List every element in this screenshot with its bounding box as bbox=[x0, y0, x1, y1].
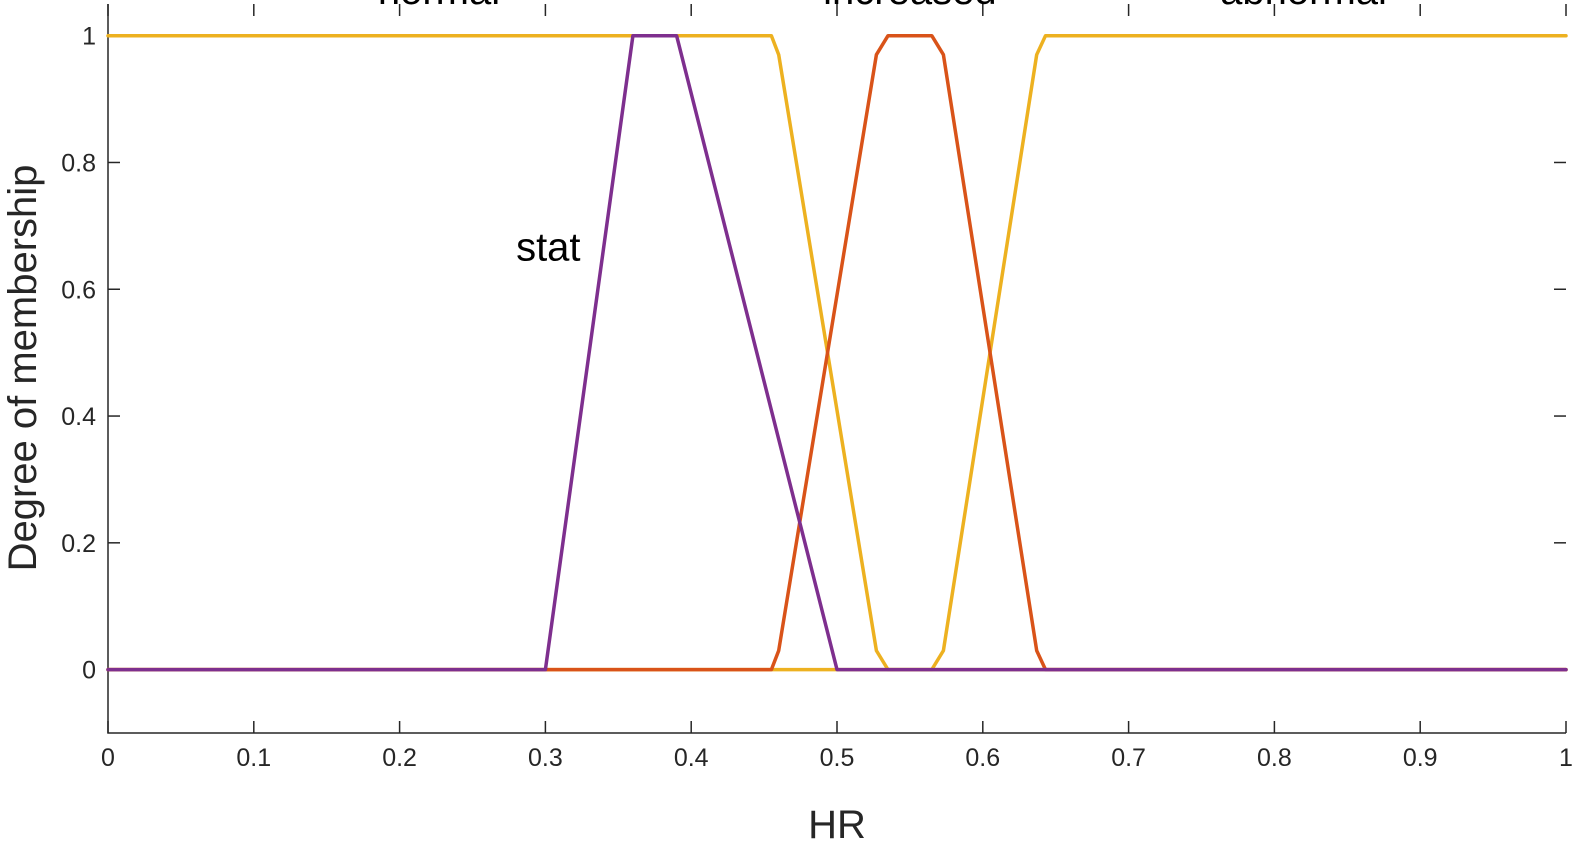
x-tick-label: 0.8 bbox=[1257, 744, 1292, 772]
series-line-normal bbox=[106, 33, 1568, 672]
x-tick-label: 0.4 bbox=[674, 744, 709, 772]
series-label-increased: increased bbox=[823, 0, 996, 13]
x-tick-label: 0.9 bbox=[1403, 744, 1438, 772]
series-curves bbox=[106, 33, 1568, 672]
series-line-increased bbox=[106, 33, 1568, 672]
x-tick-label: 0.6 bbox=[965, 744, 1000, 772]
x-tick-label: 0.5 bbox=[820, 744, 855, 772]
x-tick-label: 1 bbox=[1559, 744, 1573, 772]
series-line-abnormal bbox=[106, 33, 1568, 672]
series-label-stat: stat bbox=[516, 226, 580, 270]
series-label-abnormal: abnormal bbox=[1220, 0, 1387, 13]
y-tick-label: 1 bbox=[82, 23, 96, 51]
y-tick-label: 0.2 bbox=[61, 530, 96, 558]
axis-frame bbox=[107, 4, 1566, 734]
y-tick-label: 0.4 bbox=[61, 403, 96, 431]
x-tick-label: 0.1 bbox=[236, 744, 271, 772]
series-labels: normal increased abnormal stat bbox=[378, 0, 1387, 270]
x-tick-label: 0 bbox=[101, 744, 115, 772]
x-tick-label: 0.3 bbox=[528, 744, 563, 772]
y-tick-label: 0 bbox=[82, 657, 96, 685]
series-label-normal: normal bbox=[378, 0, 500, 13]
x-axis-label: HR bbox=[808, 803, 866, 846]
y-tick-label: 0.8 bbox=[61, 149, 96, 177]
y-axis-label: Degree of membership bbox=[1, 165, 45, 572]
axes: 0 0.1 0.2 0.3 0.4 0.5 0.6 0.7 0.8 0.9 1 0 0.2 0.4 0.6 0… bbox=[61, 4, 1573, 772]
x-tick-label: 0.2 bbox=[382, 744, 417, 772]
series-line-stat bbox=[106, 33, 1568, 672]
x-tick-label: 0.7 bbox=[1111, 744, 1146, 772]
y-tick-label: 0.6 bbox=[61, 276, 96, 304]
